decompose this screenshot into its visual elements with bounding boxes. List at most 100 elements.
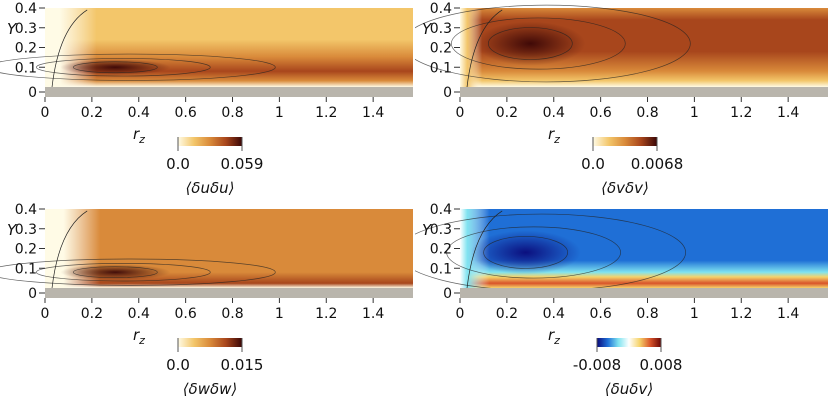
xtick-label-vv-5: 1 [690,105,699,121]
colorbar-label-uu: ⟨δuδu⟩ [185,179,234,197]
ylabel-ww: Y [7,221,18,239]
xlabel-uv: rz [548,326,560,347]
panel-ww-svg: 0 0.1 0.2 0.3 0.4 0 0.2 0.4 0.6 0.8 1 1.2 1.4 Yrz 0.0 0… [0,202,413,398]
peak-vv [475,21,586,66]
colorbar-uv [597,338,661,347]
xtick-label-ww-5: 1 [275,306,284,322]
panel-uv-svg: 0 0.1 0.2 0.3 0.4 0 0.2 0.4 0.6 0.8 1 1.2 1.4 Yrz -0.0… [397,202,828,398]
ytick-label-vv-4: 0.4 [430,1,452,17]
ytick-label-uv-1: 0.1 [430,261,452,277]
ytick-label-vv-1: 0.1 [430,60,452,76]
contour-ww-0 [72,266,158,279]
contour-ww-1 [35,263,211,282]
field-left-uu [45,8,413,87]
contours-uu [0,9,276,88]
xtick-label-vv-3: 0.6 [590,105,612,121]
colorbar-max-ww: 0.015 [221,356,264,374]
xtick-label-ww-1: 0.2 [81,306,103,322]
colorbar-max-vv: 0.0068 [631,155,684,173]
ytick-label-vv-3: 0.3 [430,21,452,37]
xtick-label-uu-2: 0.4 [128,105,150,121]
ylabel-uv: Y [422,221,433,239]
colorbar-uu [178,137,242,146]
xtick-label-uv-7: 1.4 [777,306,799,322]
xtick-label-uu-6: 1.2 [315,105,337,121]
contour-wall-uu [51,9,88,88]
ytick-label-uu-2: 0.2 [15,41,37,57]
contour-vv-0 [487,27,573,60]
xtick-label-uv-5: 1 [690,306,699,322]
contour-ww-2 [0,258,276,286]
xtick-label-uu-3: 0.6 [175,105,197,121]
xtick-label-ww-2: 0.4 [128,306,150,322]
ytick-label-uv-3: 0.3 [430,222,452,238]
xtick-label-vv-0: 0 [456,105,465,121]
xtick-label-vv-2: 0.4 [543,105,565,121]
ytick-label-uu-4: 0.4 [15,1,37,17]
colorbar-vv [593,137,657,146]
contour-uv-1 [446,226,621,279]
ytick-label-uu-1: 0.1 [15,60,37,76]
xtick-label-ww-6: 1.2 [315,306,337,322]
contour-wall-uv [466,210,503,289]
xtick-label-uv-6: 1.2 [730,306,752,322]
xtick-label-uu-5: 1 [275,105,284,121]
contour-uu-1 [35,58,211,77]
colorbar-min-vv: 0.0 [581,155,605,173]
wall-vv [460,87,828,97]
contour-uu-0 [72,61,158,74]
ytick-label-ww-0: 0 [28,286,37,302]
xtick-label-ww-7: 1.4 [362,306,384,322]
xtick-label-uv-0: 0 [456,306,465,322]
xlabel-sub-ww: z [138,334,145,347]
ytick-label-vv-2: 0.2 [430,41,452,57]
wall-ww [45,288,413,298]
wall-uv [460,288,828,298]
xlabel-sub-vv: z [553,133,560,146]
xtick-label-vv-6: 1.2 [730,105,752,121]
ytick-label-vv-0: 0 [443,85,452,101]
xtick-label-vv-4: 0.8 [636,105,658,121]
wall-uu [45,87,413,97]
contour-uv-0 [483,236,568,269]
ylabel-uu: Y [7,20,18,38]
xtick-label-vv-7: 1.4 [777,105,799,121]
ytick-label-ww-2: 0.2 [15,242,37,258]
xtick-label-uv-4: 0.8 [636,306,658,322]
ytick-label-ww-1: 0.1 [15,261,37,277]
colorbar-label-ww: ⟨δwδw⟩ [183,380,238,398]
panel-uu-svg: 0 0.1 0.2 0.3 0.4 0 0.2 0.4 0.6 0.8 1 1.2 1.4 Yrz 0.0 0… [0,1,413,197]
colorbar-min-uv: -0.008 [573,356,621,374]
contour-wall-vv [466,9,503,88]
contours-ww [0,210,276,289]
colorbar-min-ww: 0.0 [166,356,190,374]
xtick-label-uv-1: 0.2 [496,306,518,322]
xlabel-sub-uv: z [553,334,560,347]
ytick-label-ww-4: 0.4 [15,202,37,218]
xtick-label-ww-0: 0 [41,306,50,322]
colorbar-ww [178,338,242,347]
xtick-label-uu-4: 0.8 [221,105,243,121]
ytick-label-uu-3: 0.3 [15,21,37,37]
ytick-label-ww-3: 0.3 [15,222,37,238]
xtick-label-uu-0: 0 [41,105,50,121]
xlabel-sub-uu: z [138,133,145,146]
xlabel-vv: rz [548,125,560,146]
colorbar-max-uv: 0.008 [640,356,683,374]
xtick-label-ww-3: 0.6 [175,306,197,322]
peak-uv [470,230,581,275]
colorbar-min-uu: 0.0 [166,155,190,173]
xlabel-ww: rz [133,326,145,347]
contour-uu-2 [0,53,276,81]
xlabel-uu: rz [133,125,145,146]
xtick-label-uv-2: 0.4 [543,306,565,322]
xtick-label-ww-4: 0.8 [221,306,243,322]
ytick-label-uu-0: 0 [28,85,37,101]
ytick-label-uv-4: 0.4 [430,202,452,218]
contour-wall-ww [51,210,88,289]
